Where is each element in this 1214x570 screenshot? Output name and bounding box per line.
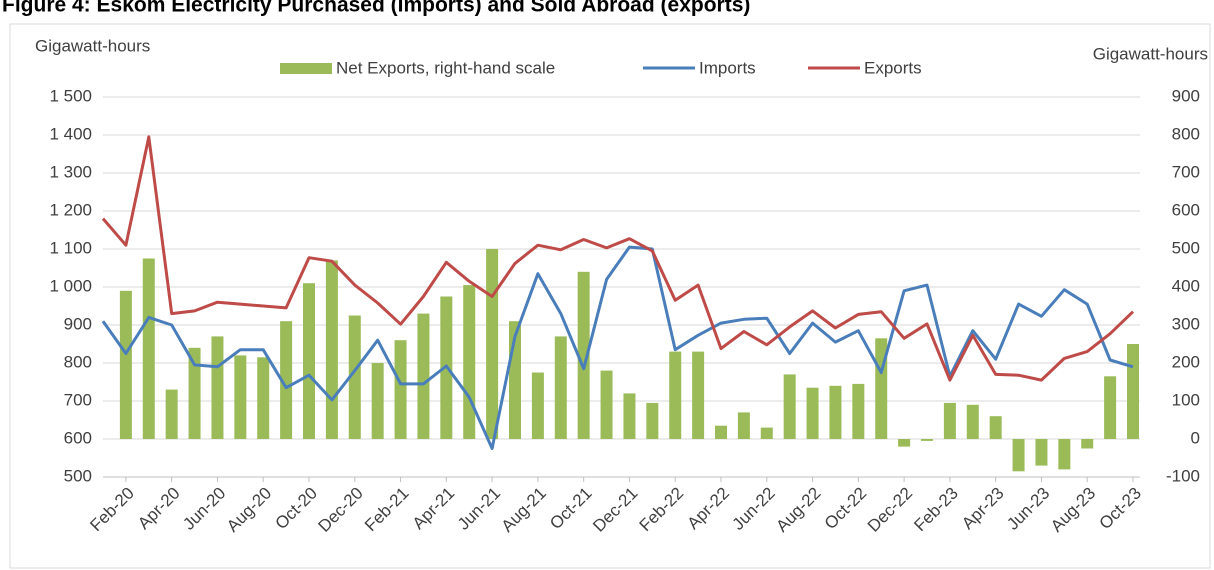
y-tick-label: 500 bbox=[64, 466, 92, 485]
y2-tick-label: 600 bbox=[1172, 200, 1200, 219]
bar bbox=[280, 321, 293, 439]
y-tick-label: 600 bbox=[64, 428, 92, 447]
bar bbox=[257, 357, 270, 439]
bar bbox=[325, 260, 338, 439]
bar bbox=[966, 404, 979, 439]
bar bbox=[1058, 439, 1071, 470]
bar bbox=[188, 347, 201, 439]
bar bbox=[1104, 376, 1117, 439]
bar bbox=[463, 285, 476, 439]
bar bbox=[829, 385, 842, 439]
y-tick-label: 1 500 bbox=[49, 86, 92, 105]
bar bbox=[600, 370, 613, 439]
y-tick-label: 1 400 bbox=[49, 124, 92, 143]
legend-swatch bbox=[280, 63, 332, 74]
y2-tick-label: 300 bbox=[1172, 314, 1200, 333]
bar bbox=[119, 290, 132, 439]
bar bbox=[943, 402, 956, 439]
bar bbox=[348, 315, 361, 439]
line bbox=[101, 135, 1135, 382]
bar bbox=[715, 425, 727, 439]
y2-tick-label: 100 bbox=[1172, 390, 1200, 409]
bar bbox=[303, 283, 315, 439]
y2-tick-label: 400 bbox=[1172, 276, 1200, 295]
bar bbox=[417, 313, 430, 439]
bar bbox=[898, 439, 911, 447]
bar bbox=[737, 412, 750, 439]
y-tick-label: 1 000 bbox=[49, 276, 92, 295]
y2-tick-label: 200 bbox=[1172, 352, 1200, 371]
y-tick-label: 800 bbox=[64, 352, 92, 371]
bar bbox=[531, 372, 544, 439]
bar bbox=[1035, 439, 1048, 466]
bar bbox=[577, 271, 590, 439]
y-tick-label: 1 200 bbox=[49, 200, 92, 219]
y-tick-label: 1 300 bbox=[49, 162, 92, 181]
bar bbox=[669, 351, 682, 439]
legend-label: Exports bbox=[864, 58, 922, 77]
bar bbox=[1081, 439, 1094, 449]
bar bbox=[554, 336, 567, 439]
y-tick-label: 1 100 bbox=[49, 238, 92, 257]
y2-tick-label: 700 bbox=[1172, 162, 1200, 181]
bar bbox=[211, 336, 224, 439]
bar bbox=[806, 387, 819, 439]
bar bbox=[921, 439, 933, 441]
line bbox=[101, 245, 1134, 450]
bar bbox=[142, 258, 155, 439]
y-tick-label: 900 bbox=[64, 314, 92, 333]
y2-tick-label: 800 bbox=[1172, 124, 1200, 143]
legend-label: Imports bbox=[699, 58, 756, 77]
bar bbox=[783, 374, 796, 439]
bar bbox=[165, 389, 178, 439]
bar bbox=[1012, 439, 1025, 472]
y2-axis-label: Gigawatt-hours bbox=[1093, 44, 1208, 63]
bar bbox=[852, 383, 865, 439]
y2-tick-label: -100 bbox=[1166, 466, 1200, 485]
bar bbox=[371, 363, 384, 439]
y2-tick-label: 500 bbox=[1172, 238, 1200, 257]
y2-tick-label: 0 bbox=[1191, 428, 1200, 447]
y2-tick-label: 900 bbox=[1172, 86, 1200, 105]
chart-area bbox=[9, 23, 1211, 569]
y-axis-label: Gigawatt-hours bbox=[35, 36, 150, 55]
chart-title: Figure 4: Eskom Electricity Purchased (I… bbox=[2, 0, 750, 17]
bar bbox=[646, 402, 659, 439]
bar bbox=[623, 393, 636, 439]
bar bbox=[1127, 344, 1139, 439]
legend-label: Net Exports, right-hand scale bbox=[336, 58, 555, 77]
bar bbox=[394, 340, 407, 439]
bar bbox=[692, 351, 705, 439]
bar bbox=[989, 416, 1002, 439]
y-tick-label: 700 bbox=[64, 390, 92, 409]
bar bbox=[234, 355, 247, 439]
bar bbox=[486, 249, 499, 439]
bar bbox=[760, 427, 773, 439]
